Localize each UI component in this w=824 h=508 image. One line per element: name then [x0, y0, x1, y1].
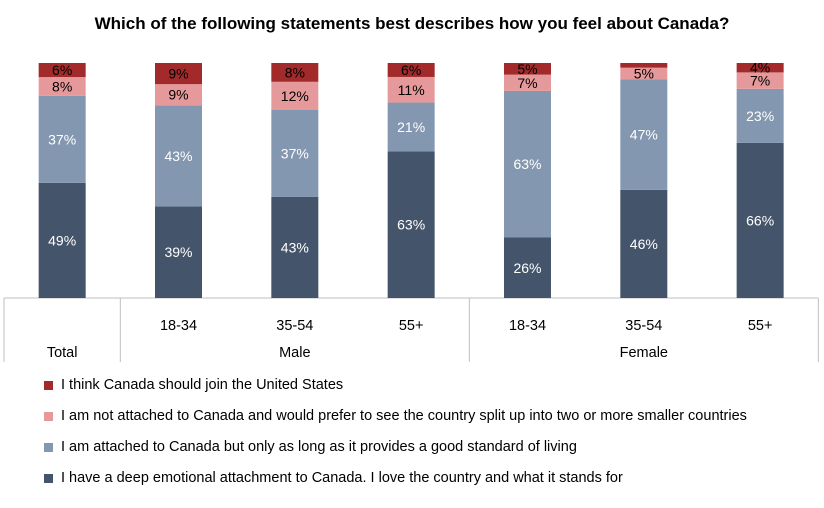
bar-segment	[271, 196, 319, 298]
data-label: 7%	[517, 75, 537, 91]
bar-segment	[620, 63, 668, 68]
bar-segment	[38, 77, 86, 96]
data-label: 43%	[164, 148, 192, 164]
bar-segment	[38, 63, 86, 78]
legend-swatch	[44, 443, 53, 452]
stacked-bar-chart: 49%37%8%6%39%43%9%9%43%37%12%8%63%21%11%…	[3, 60, 819, 362]
bar-segment	[736, 63, 784, 73]
bar-segment	[271, 110, 319, 197]
data-label: 23%	[746, 108, 774, 124]
bar-segment	[387, 102, 435, 152]
bar-segment	[154, 63, 202, 85]
category-label: 55+	[399, 318, 424, 334]
bar-segment	[387, 76, 435, 103]
category-label: 35-54	[276, 318, 313, 334]
group-label-female: Female	[620, 345, 668, 361]
legend-label: I am not attached to Canada and would pr…	[61, 408, 747, 424]
data-label: 49%	[48, 232, 76, 248]
legend-label: I am attached to Canada but only as long…	[61, 439, 577, 455]
data-label: 37%	[281, 145, 309, 161]
data-label: 5%	[634, 66, 654, 82]
bar-segment	[387, 63, 435, 77]
data-label: 7%	[750, 73, 770, 89]
data-label: 12%	[281, 88, 309, 104]
data-label: 66%	[746, 212, 774, 228]
bar-segment	[271, 81, 319, 110]
chart-title: Which of the following statements best d…	[94, 14, 730, 33]
bar-segment	[387, 151, 435, 298]
bar-segment	[620, 67, 668, 80]
data-label: 26%	[513, 260, 541, 276]
bar-segment	[38, 95, 86, 183]
bar-segment	[736, 88, 784, 143]
bar-segment	[620, 79, 668, 190]
category-label: 18-34	[509, 318, 546, 334]
bar-segment	[271, 63, 319, 82]
group-label-male: Male	[279, 345, 310, 361]
data-label: 4%	[750, 60, 770, 76]
data-label: 6%	[52, 62, 72, 78]
bar-segment	[154, 84, 202, 106]
category-label: 55+	[748, 318, 773, 334]
legend-label: I think Canada should join the United St…	[61, 377, 344, 393]
data-label: 9%	[168, 66, 188, 82]
bar-segment	[154, 206, 202, 298]
data-label: 43%	[281, 239, 309, 255]
data-label: 63%	[513, 156, 541, 172]
data-label: 47%	[630, 127, 658, 143]
data-label: 6%	[401, 62, 421, 78]
bar-segment	[503, 237, 551, 298]
category-label: 35-54	[625, 318, 662, 334]
bar-segment	[736, 72, 784, 89]
data-label: 37%	[48, 131, 76, 147]
bar-segment	[38, 182, 86, 298]
group-label-total: Total	[47, 345, 78, 361]
data-label: 5%	[517, 61, 537, 77]
bar-segment	[503, 63, 551, 75]
bar-segment	[503, 74, 551, 91]
bar-segment	[154, 105, 202, 207]
data-label: 21%	[397, 119, 425, 135]
data-label: 46%	[630, 236, 658, 252]
data-label: 11%	[398, 82, 425, 98]
data-label: 39%	[164, 244, 192, 260]
data-label: 9%	[168, 87, 188, 103]
legend-swatch	[44, 381, 53, 390]
legend-swatch	[44, 474, 53, 483]
data-label: 8%	[52, 79, 72, 95]
legend-label: I have a deep emotional attachment to Ca…	[61, 470, 623, 486]
legend-swatch	[44, 412, 53, 421]
data-label: 63%	[397, 217, 425, 233]
bar-segment	[620, 189, 668, 298]
category-label: 18-34	[160, 318, 197, 334]
data-label: 8%	[285, 64, 305, 80]
bar-segment	[503, 90, 551, 238]
bar-segment	[736, 142, 784, 298]
